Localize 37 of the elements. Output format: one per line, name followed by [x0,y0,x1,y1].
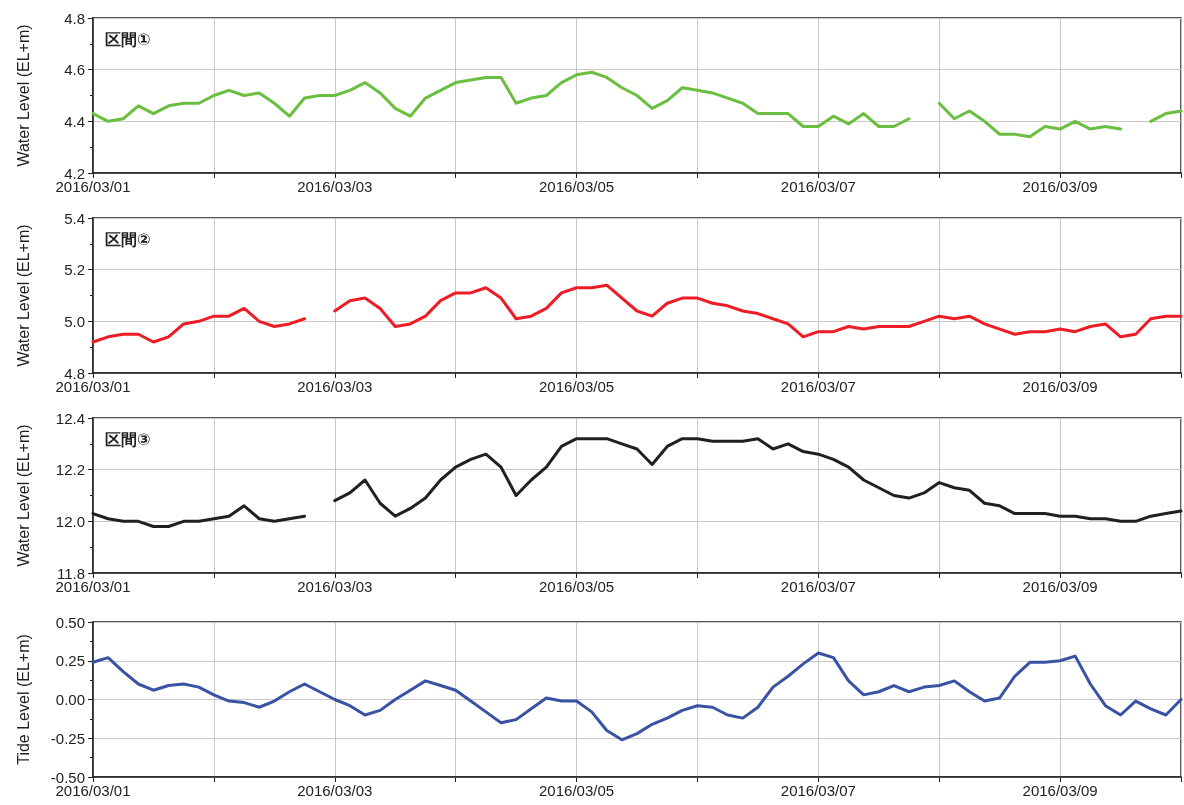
y-axis-title: Tide Level (EL+m) [14,634,32,765]
y-tick-label: 0.25 [55,652,85,670]
x-tick-label: 2016/03/07 [780,378,856,395]
x-tick-label: 2016/03/09 [1022,782,1098,799]
text: 区間③ [105,430,151,448]
x-tick-label: 2016/03/05 [539,782,615,799]
y-axis-title: Water Level (EL+m) [14,224,32,367]
x-tick-label: 2016/03/05 [539,378,615,395]
y-tick-label: 4.4 [64,112,85,130]
x-tick-label: 2016/03/03 [297,782,373,799]
y-tick-label: 0.00 [55,691,85,708]
x-tick-label: 2016/03/09 [1022,378,1098,395]
x-tick-label: 2016/03/09 [1022,178,1098,195]
y-tick-label: 12.0 [55,512,85,530]
text: 区間① [105,30,151,48]
y-tick-label: 5.4 [64,209,85,227]
x-tick-label: 2016/03/03 [297,578,373,595]
y-tick-label: -0.25 [50,729,85,747]
y-tick-label: 4.6 [64,61,85,79]
y-axis-title: Water Level (EL+m) [14,424,32,567]
y-tick-label: 4.8 [64,9,85,27]
y-tick-label: 5.2 [64,261,85,279]
y-tick-label: 0.50 [55,613,85,631]
y-tick-label: 12.2 [55,461,85,479]
y-tick-label: 5.0 [64,312,85,330]
x-tick-label: 2016/03/03 [297,378,373,395]
x-tick-label: 2016/03/07 [780,178,856,195]
x-tick-label: 2016/03/03 [297,178,373,195]
x-tick-label: 2016/03/05 [539,578,615,595]
y-axis-title: Water Level (EL+m) [14,24,32,167]
x-tick-label: 2016/03/09 [1022,578,1098,595]
x-tick-label: 2016/03/05 [539,178,615,195]
y-tick-label: 12.4 [55,409,85,427]
x-tick-label: 2016/03/07 [780,578,856,595]
x-tick-label: 2016/03/07 [780,782,856,799]
text: 区間② [105,230,151,248]
line-series [91,651,1183,742]
